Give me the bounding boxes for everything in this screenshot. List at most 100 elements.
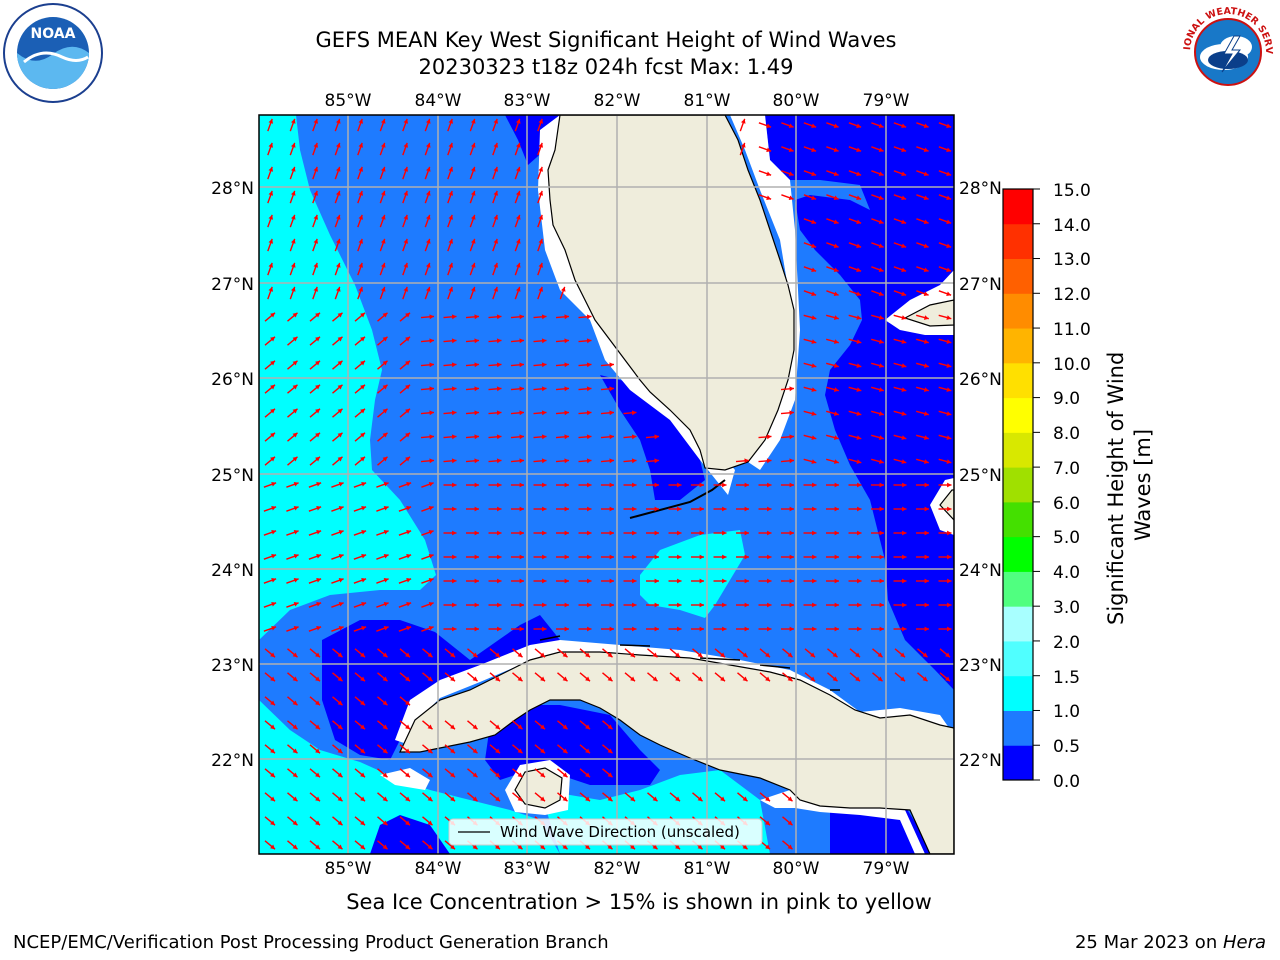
wind-arrow-head — [856, 195, 862, 200]
wind-arrow-head — [564, 362, 569, 368]
wind-arrow-head — [291, 190, 296, 196]
wind-arrow-head — [338, 578, 344, 583]
wind-arrow-head — [586, 434, 592, 440]
wind-arrow-head — [878, 123, 884, 128]
wind-arrow-head — [516, 118, 521, 124]
wind-arrow-head — [564, 602, 569, 608]
wind-arrow-head — [448, 262, 453, 268]
footer-machine: Hera — [1222, 932, 1266, 953]
wind-arrow-head — [382, 700, 388, 706]
wind-arrow-head — [879, 530, 884, 536]
colorbar-title: Significant Height of Wind Waves [m] — [1104, 345, 1155, 625]
wind-arrow-head — [382, 456, 388, 462]
wave-band-0-0.5-southeast — [830, 806, 935, 854]
wind-arrow-head — [496, 410, 502, 416]
wind-arrow-head — [471, 262, 476, 268]
wind-arrow-head — [878, 411, 884, 416]
wind-arrow-head — [542, 626, 547, 632]
wind-arrow-head — [832, 652, 838, 658]
wind-arrow-head — [516, 190, 521, 196]
wind-arrow-head — [901, 147, 907, 152]
wind-arrow-head — [313, 286, 318, 292]
lon-label: 83°W — [504, 859, 551, 879]
wind-arrow-head — [271, 554, 277, 559]
florida-keys — [629, 479, 726, 519]
wind-arrow-head — [587, 602, 592, 608]
wind-arrow-head — [833, 459, 839, 464]
wind-arrow-head — [946, 363, 952, 368]
wind-arrow-head — [901, 315, 907, 320]
wind-arrow-head — [474, 602, 479, 608]
lat-label: 23°N — [959, 656, 1002, 676]
wind-arrow-head — [788, 171, 794, 176]
wind-arrow-head — [360, 456, 365, 462]
wind-arrow-head — [270, 360, 275, 366]
wind-arrow-head — [360, 384, 365, 390]
wind-arrow-head — [631, 434, 637, 440]
wind-arrow-head — [337, 772, 343, 778]
wind-arrow-head — [652, 676, 658, 682]
wind-arrow-head — [924, 482, 929, 488]
wind-arrow-head — [767, 482, 772, 488]
wind-arrow-head — [406, 482, 412, 487]
wind-arrow-head — [810, 676, 815, 682]
wind-arrow-head — [448, 286, 453, 292]
wind-arrow-head — [946, 195, 952, 200]
wind-arrow-head — [451, 314, 457, 320]
wind-arrow-head — [519, 482, 524, 488]
colorbar-title-line2: Waves [m] — [1131, 429, 1155, 541]
wind-arrow-head — [336, 142, 341, 148]
wind-arrow-head — [313, 214, 318, 220]
wind-arrow-head — [450, 724, 455, 730]
lat-label: 26°N — [959, 370, 1002, 390]
wind-arrow-head — [270, 432, 275, 438]
wind-arrow-head — [877, 676, 883, 682]
wind-arrow-head — [448, 190, 453, 196]
lon-label: 85°W — [325, 91, 372, 111]
wind-arrow-head — [765, 796, 770, 802]
wind-arrow-head — [788, 123, 794, 128]
wind-arrow-head — [361, 626, 367, 631]
wind-arrow-head — [268, 214, 273, 220]
wind-arrow-head — [406, 578, 412, 583]
wind-arrow-head — [811, 435, 817, 440]
wind-arrow-head — [315, 724, 320, 730]
wind-arrow-head — [699, 554, 704, 560]
wind-arrow-head — [946, 267, 952, 272]
wind-arrow-head — [833, 339, 839, 344]
wind-arrow-head — [316, 530, 322, 535]
wind-arrow-head — [810, 652, 815, 658]
wind-arrow-head — [789, 578, 794, 584]
colorbar-segment — [1003, 223, 1033, 260]
wind-arrow-head — [381, 286, 386, 292]
wind-arrow-head — [811, 315, 817, 320]
wind-arrow-head — [497, 530, 502, 536]
wind-arrow-head — [654, 578, 659, 584]
wind-arrow-head — [337, 432, 343, 438]
wind-arrow-head — [270, 844, 275, 850]
wind-arrow-head — [519, 314, 524, 320]
wind-arrow-head — [586, 458, 592, 464]
wind-arrow-head — [811, 387, 817, 392]
wind-arrow-head — [540, 844, 545, 850]
wind-arrow-head — [336, 118, 341, 124]
colorbar-tick-label: 12.0 — [1053, 285, 1091, 305]
wind-arrow-head — [493, 166, 498, 172]
wind-arrow-head — [519, 578, 524, 584]
colorbar-segment — [1003, 606, 1033, 642]
wind-arrow-head — [767, 626, 772, 632]
sea-ice-note: Sea Ice Concentration > 15% is shown in … — [346, 890, 932, 914]
wind-arrow-head — [902, 482, 907, 488]
wind-arrow-head — [789, 506, 794, 512]
wind-arrow-head — [924, 626, 929, 632]
wind-arrow-head — [741, 118, 746, 124]
wind-arrow-head — [585, 652, 590, 658]
wind-arrow-head — [338, 602, 344, 607]
wind-arrow-head — [834, 506, 839, 512]
wind-arrow-head — [720, 844, 725, 850]
wind-arrow-head — [766, 171, 772, 176]
wind-arrow-head — [744, 578, 749, 584]
wind-arrow-head — [497, 578, 502, 584]
wind-arrow-head — [452, 578, 457, 584]
wind-arrow-head — [879, 602, 884, 608]
